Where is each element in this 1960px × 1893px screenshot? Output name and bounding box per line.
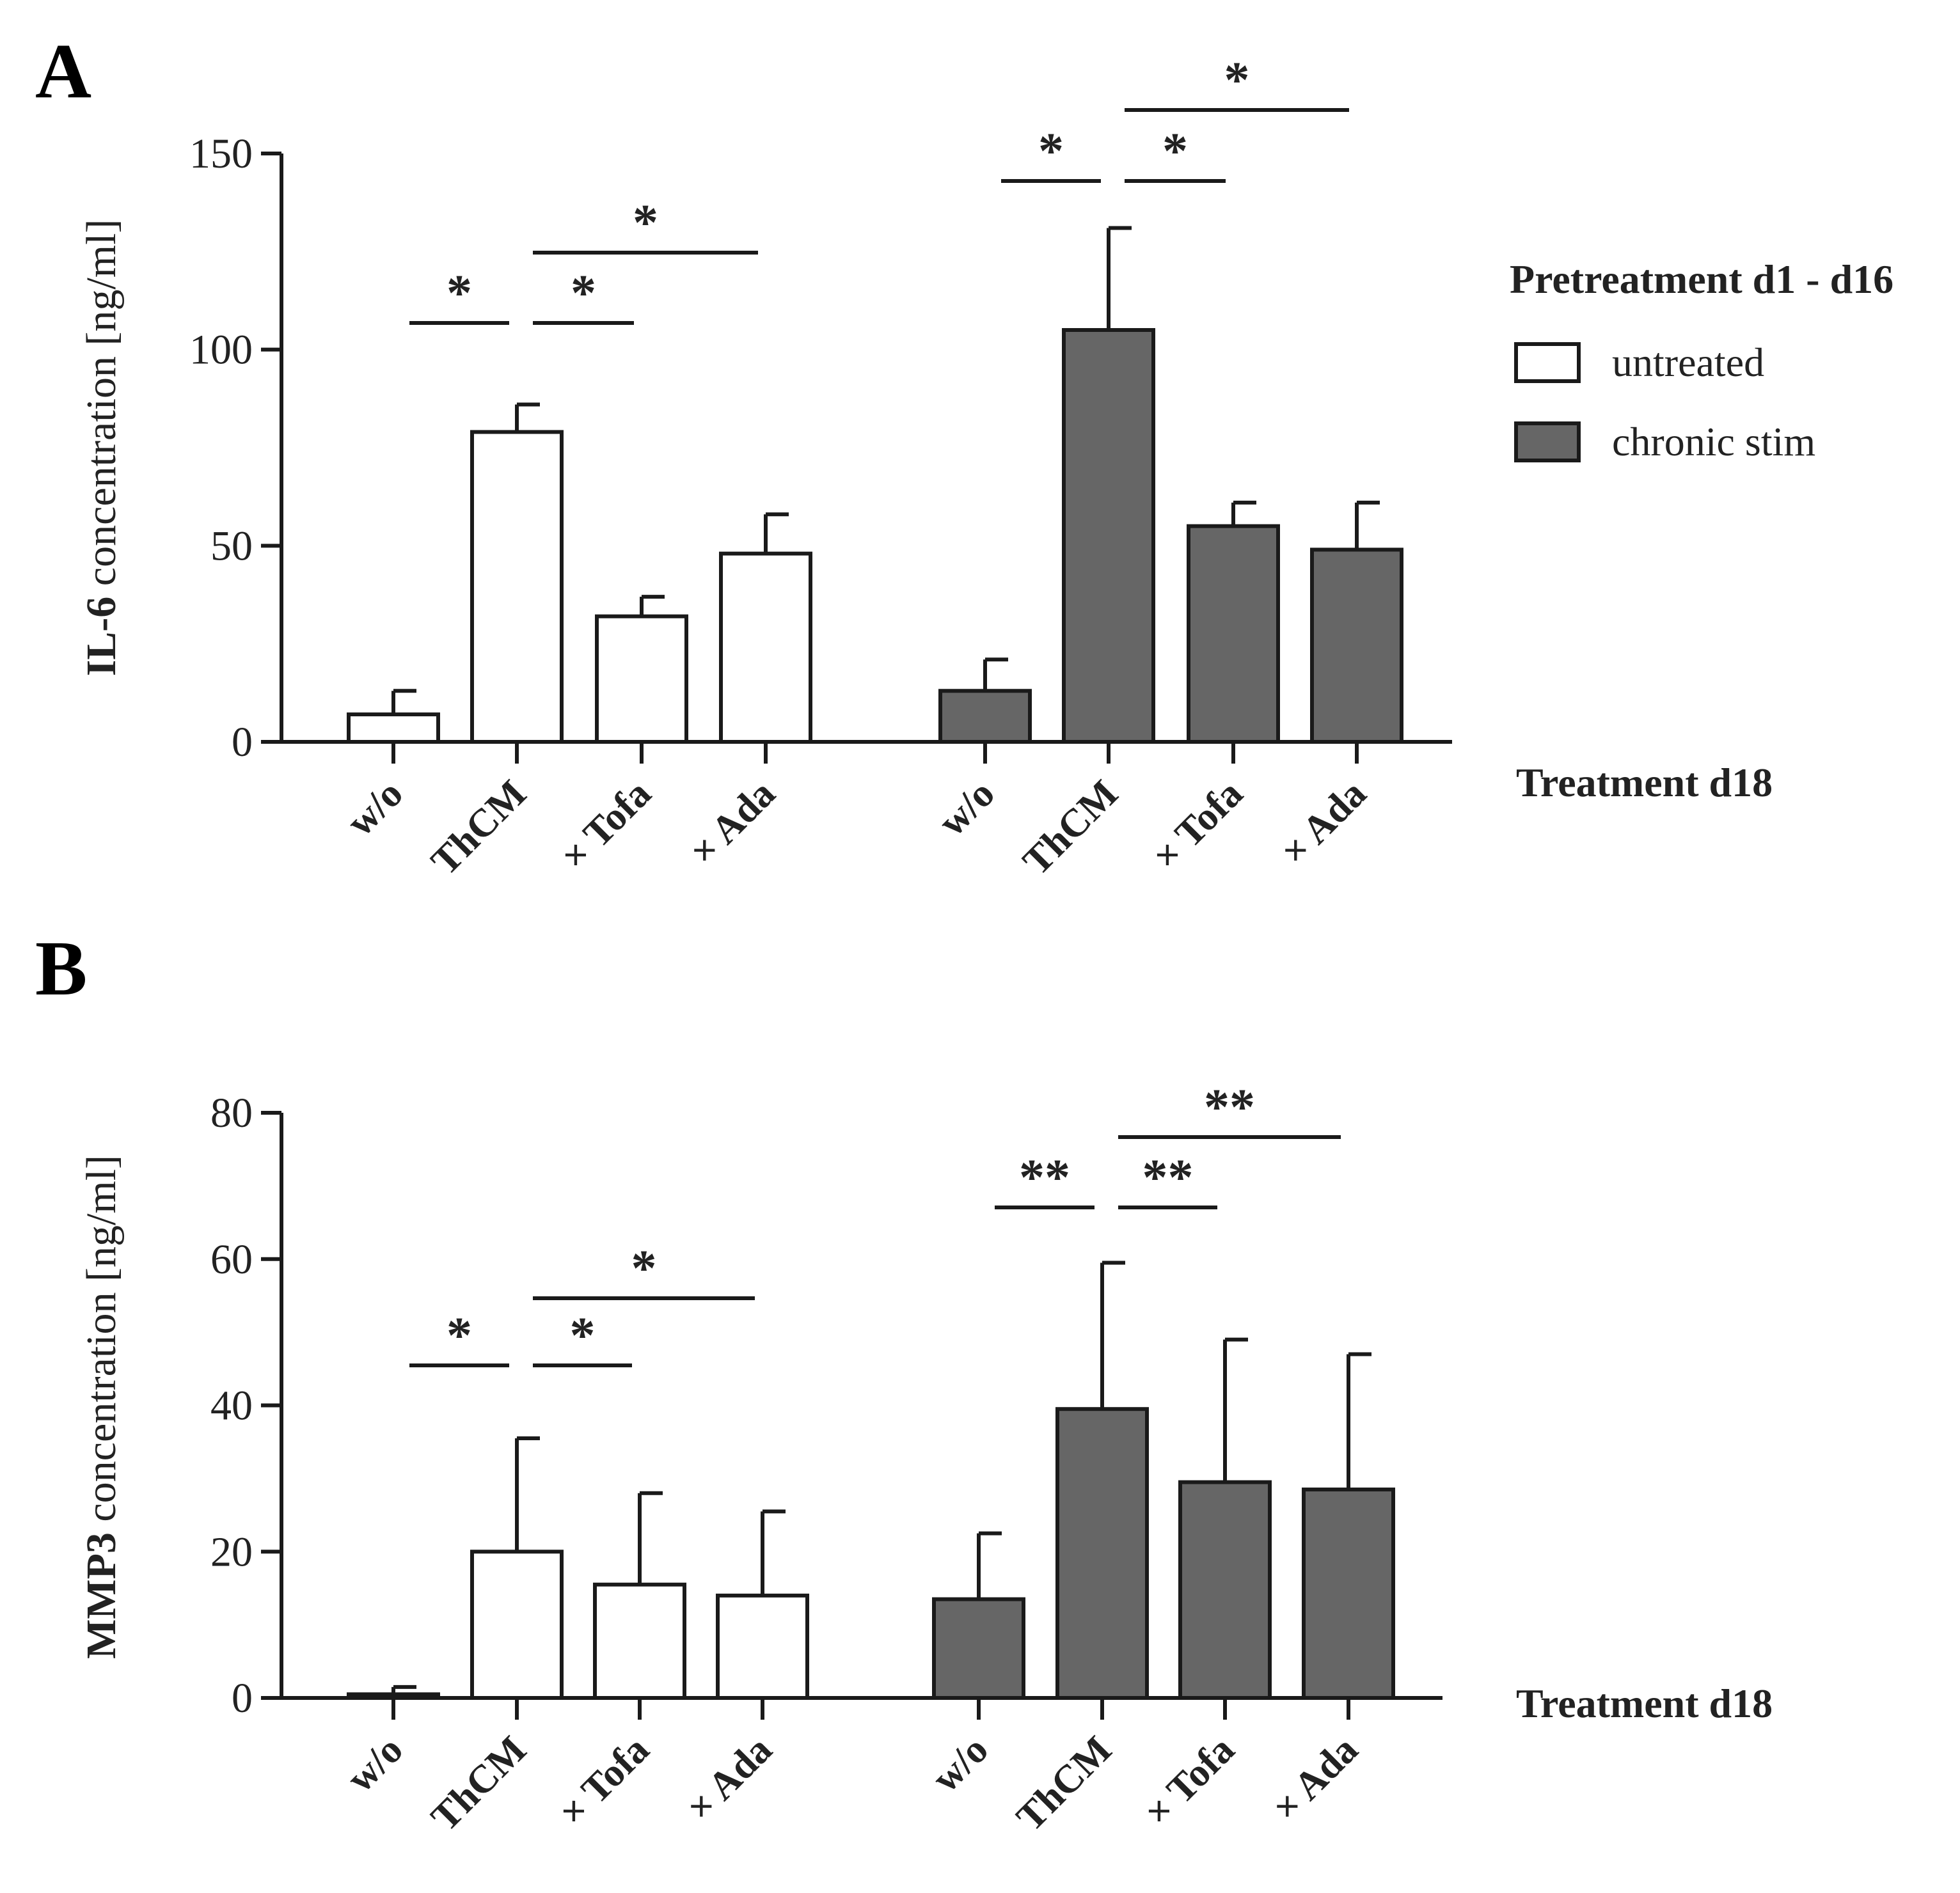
x-tick-label: w/o xyxy=(930,772,1003,845)
x-tick-label: × Ada xyxy=(678,1728,780,1830)
x-tick-label: × Ada xyxy=(1272,772,1375,874)
significance-label: * xyxy=(447,1308,472,1364)
x-tick-label: w/o xyxy=(338,1728,411,1801)
bar-untreated xyxy=(719,551,812,744)
y-tick-label: 0 xyxy=(232,719,253,766)
y-tick-label: 100 xyxy=(189,327,253,373)
bar-untreated xyxy=(716,1593,809,1700)
y-tick-label: 150 xyxy=(189,130,253,177)
x-tick-label: ThCM xyxy=(423,1728,535,1840)
legend-label-untreated: untreated xyxy=(1612,340,1764,385)
bar-untreated xyxy=(347,712,440,744)
panel-a-letter: A xyxy=(35,28,91,114)
bar-chronic xyxy=(1310,547,1403,744)
significance-label: * xyxy=(1224,52,1250,109)
significance-label: ** xyxy=(1142,1150,1194,1206)
bar-untreated xyxy=(595,614,688,744)
bar-chronic xyxy=(938,689,1032,744)
legend-swatch-untreated xyxy=(1514,342,1581,383)
x-tick-label: × Tofa xyxy=(553,772,660,879)
significance-label: ** xyxy=(1204,1080,1255,1136)
bar-chronic xyxy=(1178,1480,1272,1700)
x-tick-label: ThCM xyxy=(423,772,535,884)
x-tick-label: ThCM xyxy=(1015,772,1126,884)
legend-title: Pretreatment d1 - d16 xyxy=(1510,256,1893,302)
x-tick-label: × Ada xyxy=(681,772,784,874)
significance-label: * xyxy=(1162,123,1188,180)
bar-untreated xyxy=(347,1692,440,1700)
significance-label: * xyxy=(633,195,658,251)
y-axis-title-bold: MMP3 xyxy=(78,1532,125,1659)
y-tick-label: 80 xyxy=(210,1090,253,1136)
panel-b-letter: B xyxy=(35,925,87,1012)
significance-label: * xyxy=(571,265,596,322)
bar-chronic xyxy=(932,1597,1025,1700)
significance-label: * xyxy=(447,265,472,322)
x-axis-title: Treatment d18 xyxy=(1516,1681,1773,1726)
legend-swatch-chronic xyxy=(1514,421,1581,462)
y-axis-title-rest: concentration [ng/ml] xyxy=(78,219,125,597)
y-axis-title: IL-6 concentration [ng/ml] xyxy=(78,219,125,677)
significance-label: * xyxy=(570,1308,596,1364)
significance-label: ** xyxy=(1019,1150,1070,1206)
bar-untreated xyxy=(470,1550,564,1700)
significance-label: * xyxy=(631,1241,657,1297)
bar-chronic xyxy=(1302,1488,1395,1700)
x-tick-label: w/o xyxy=(924,1728,997,1801)
y-tick-label: 0 xyxy=(232,1675,253,1722)
bar-untreated xyxy=(470,430,564,744)
x-tick-label: × Tofa xyxy=(1136,1728,1243,1835)
y-axis-title-bold: IL-6 xyxy=(78,597,125,677)
significance-label: * xyxy=(1038,123,1064,180)
y-tick-label: 20 xyxy=(210,1528,253,1575)
y-axis-title: MMP3 concentration [ng/ml] xyxy=(78,1155,125,1659)
x-tick-label: × Tofa xyxy=(551,1728,658,1835)
bar-chronic xyxy=(1187,524,1280,744)
legend: Pretreatment d1 - d16 untreated chronic … xyxy=(1510,256,1893,464)
bar-chronic xyxy=(1062,328,1155,744)
y-axis-title-rest: concentration [ng/ml] xyxy=(78,1155,125,1532)
x-tick-label: × Tofa xyxy=(1144,772,1251,879)
legend-label-chronic: chronic stim xyxy=(1612,419,1815,464)
x-axis-title: Treatment d18 xyxy=(1516,760,1773,805)
y-tick-label: 60 xyxy=(210,1236,253,1283)
y-tick-label: 40 xyxy=(210,1383,253,1429)
bar-chronic xyxy=(1055,1407,1149,1700)
x-tick-label: × Ada xyxy=(1264,1728,1366,1830)
x-tick-label: ThCM xyxy=(1008,1728,1120,1840)
bar-untreated xyxy=(593,1582,686,1700)
x-tick-label: w/o xyxy=(338,772,411,845)
y-tick-label: 50 xyxy=(210,522,253,569)
